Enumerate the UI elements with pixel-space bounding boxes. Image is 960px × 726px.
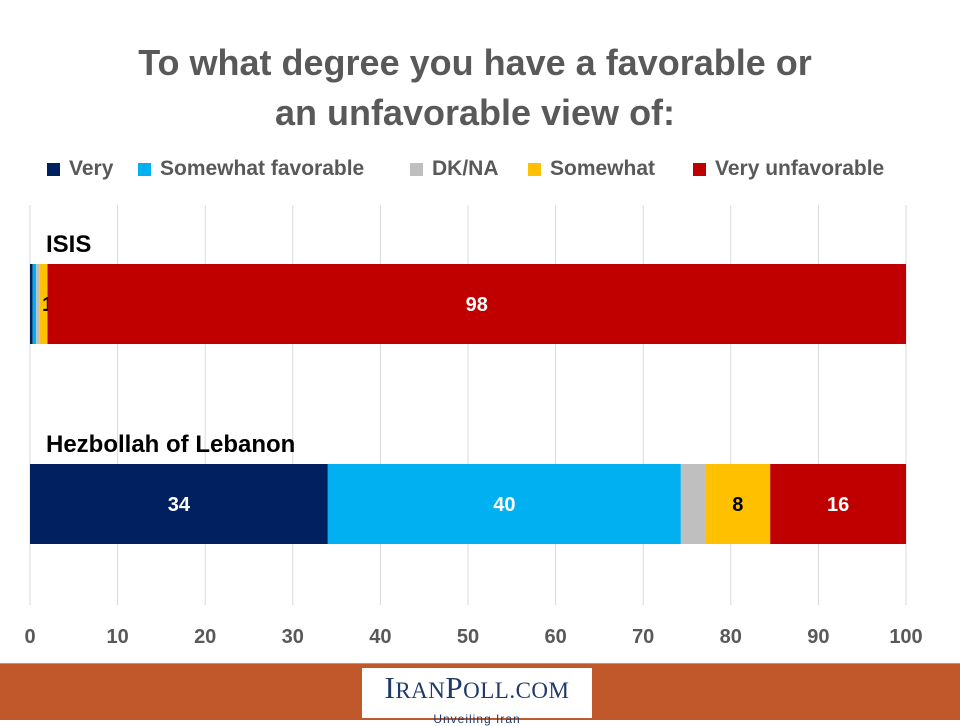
bar-segment xyxy=(30,464,328,544)
x-tick-label: 50 xyxy=(457,626,479,648)
logo-tagline: Unveiling Iran xyxy=(433,712,521,726)
legend-label-very-unfavorable: Very unfavorable xyxy=(715,157,885,180)
legend-swatch-very-unfavorable xyxy=(693,162,706,176)
data-label: 98 xyxy=(466,294,488,316)
chart-title-line-1: To what degree you have a favorable or xyxy=(138,42,812,83)
legend-label-somewhat: Somewhat xyxy=(550,157,656,180)
chart-title-line-2: an unfavorable view of: xyxy=(274,92,676,133)
legend-swatch-dk-na xyxy=(410,162,423,176)
svg-text:IRANPOLL.COM: IRANPOLL.COM xyxy=(384,670,569,704)
x-tick-label: 40 xyxy=(369,626,391,648)
bar-segment xyxy=(39,264,48,344)
x-tick-label: 80 xyxy=(720,626,742,648)
data-label: 16 xyxy=(827,494,849,516)
legend-item-very: Very xyxy=(47,154,113,184)
category-label: Hezbollah of Lebanon xyxy=(46,431,295,458)
x-tick-label: 90 xyxy=(807,626,829,648)
chart-title: To what degree you have a favorable or a… xyxy=(0,38,950,138)
x-tick-label: 70 xyxy=(632,626,654,648)
legend-item-very-unfavorable: Very unfavorable xyxy=(693,154,884,184)
x-tick-label: 100 xyxy=(889,626,922,648)
stacked-bar-chart: 0102030405060708090100ISIS198Hezbollah o… xyxy=(24,205,923,648)
legend-item-dk-na: DK/NA xyxy=(410,154,499,184)
legend-swatch-very xyxy=(47,162,60,176)
bar-segment xyxy=(705,464,771,544)
legend-item-somewhat-favorable: Somewhat favorable xyxy=(138,154,364,184)
x-tick-label: 20 xyxy=(194,626,216,648)
x-tick-label: 60 xyxy=(544,626,566,648)
legend-label-dk-na: DK/NA xyxy=(432,157,499,180)
data-label: 34 xyxy=(168,494,191,516)
x-tick-label: 10 xyxy=(106,626,128,648)
bar-segment xyxy=(327,464,681,544)
logo-wordmark: IRANPOLL.COM xyxy=(362,670,592,712)
bar-segment xyxy=(36,264,40,344)
bar-segment xyxy=(680,464,706,544)
legend-label-somewhat-favorable: Somewhat favorable xyxy=(160,157,365,180)
bar-segment xyxy=(32,264,37,344)
bar-segment xyxy=(770,464,906,544)
legend-swatch-somewhat-favorable xyxy=(138,162,151,176)
bar-segment xyxy=(47,264,906,344)
bar-segment xyxy=(30,264,33,344)
iranpoll-logo: IRANPOLL.COM Unveiling Iran xyxy=(362,668,592,726)
data-label: 40 xyxy=(493,494,515,516)
legend-swatch-somewhat xyxy=(528,162,541,176)
legend-label-very: Very xyxy=(69,157,114,180)
logo-wordmark-graphic: IRANPOLL.COM xyxy=(384,670,569,705)
legend-item-somewhat: Somewhat xyxy=(528,154,655,184)
chart-legend: Very Somewhat favorable DK/NA Somewhat V… xyxy=(0,154,960,184)
category-label: ISIS xyxy=(46,231,91,258)
x-tick-label: 0 xyxy=(24,626,35,648)
x-tick-label: 30 xyxy=(282,626,304,648)
data-label: 8 xyxy=(732,494,743,516)
